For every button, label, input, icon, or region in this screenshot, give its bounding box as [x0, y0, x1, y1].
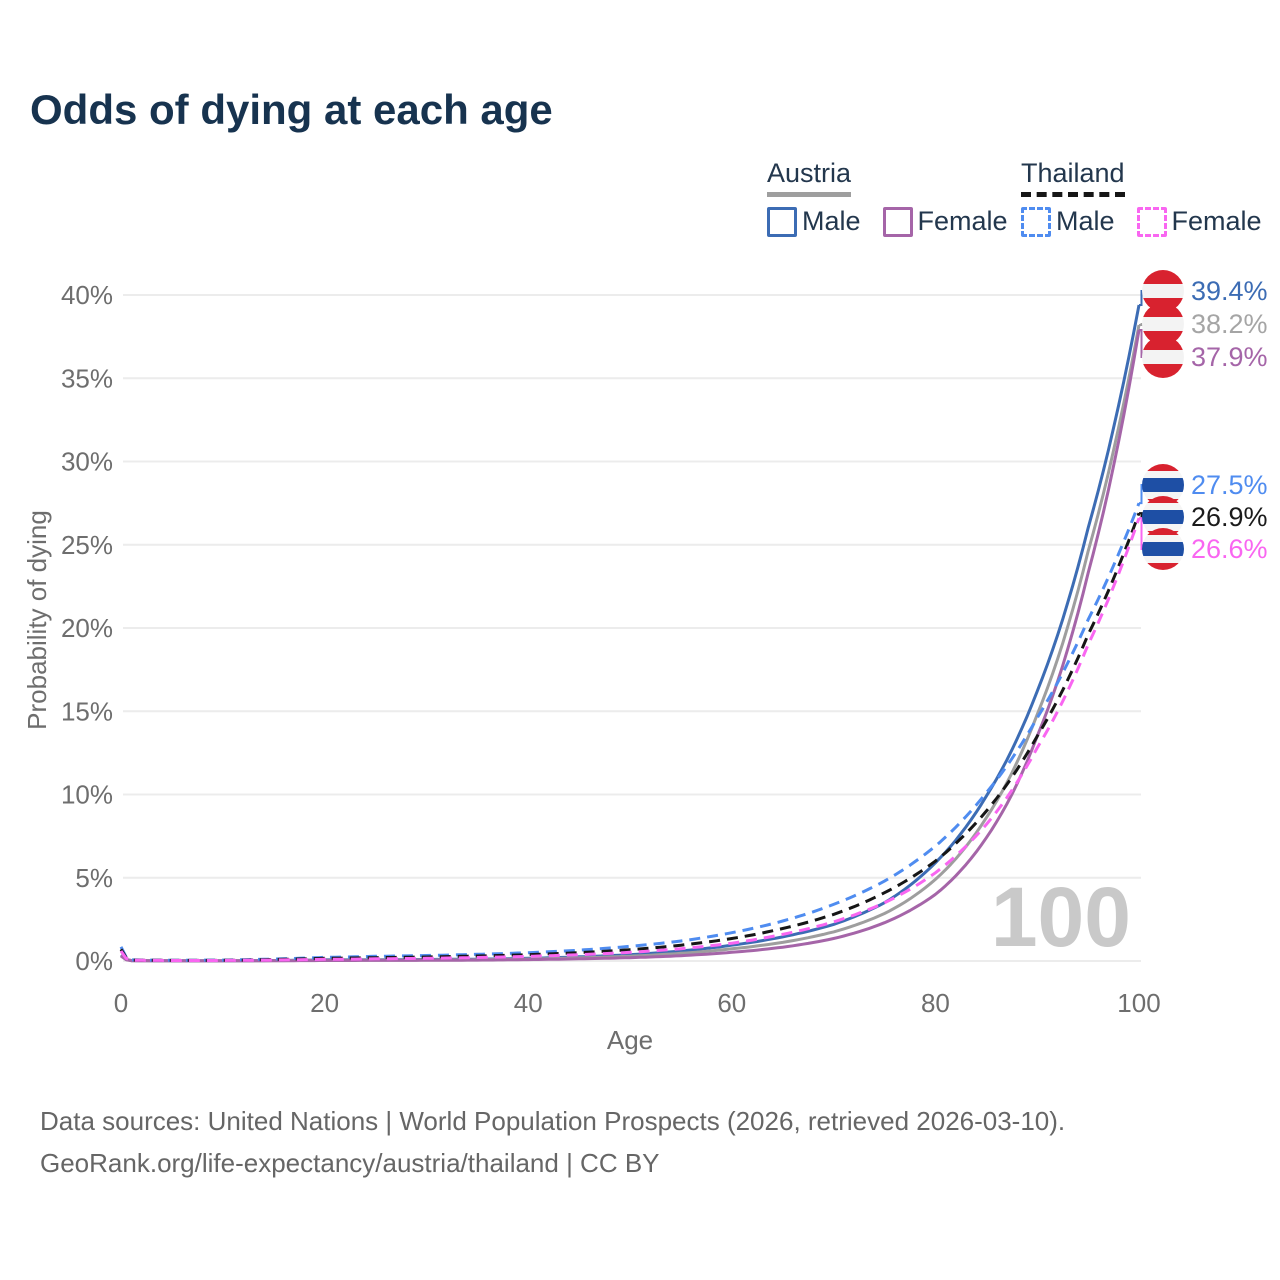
series-line[interactable]: [119, 517, 1141, 962]
x-tick-label: 60: [717, 988, 746, 1018]
y-tick-label: 10%: [61, 780, 113, 810]
legend-country-thailand[interactable]: Thailand: [1021, 158, 1125, 197]
data-source-footer: Data sources: United Nations | World Pop…: [40, 1100, 1065, 1184]
thailand-female-swatch-icon: [1136, 206, 1167, 237]
series-line[interactable]: [120, 329, 1141, 963]
series-line[interactable]: [120, 324, 1141, 963]
x-tick-label: 0: [114, 988, 128, 1018]
end-label-thailand-female: 26.6%: [1142, 528, 1268, 570]
legend-thailand-female[interactable]: Female: [1136, 206, 1262, 237]
end-label-value: 27.5%: [1191, 469, 1268, 500]
y-tick-label: 30%: [61, 447, 113, 477]
series-line[interactable]: [119, 502, 1141, 962]
thailand-flag-icon: [1142, 528, 1184, 570]
legend-austria-female[interactable]: Female: [882, 206, 1008, 237]
y-tick-label: 25%: [61, 530, 113, 560]
end-label-value: 38.2%: [1191, 308, 1268, 339]
austria-male-swatch-icon: [767, 206, 797, 237]
gridlines: [123, 294, 1141, 962]
end-label-thailand-male: 27.5%: [1142, 464, 1268, 506]
x-axis-title: Age: [607, 1025, 653, 1055]
y-tick-label: 40%: [61, 280, 113, 310]
end-label-austria-male: 39.4%: [1142, 270, 1268, 312]
end-label-value: 39.4%: [1191, 275, 1268, 306]
x-tick-label: 80: [921, 988, 950, 1018]
end-label-thailand-total: 26.9%: [1142, 496, 1268, 538]
legend-austria-male[interactable]: Male: [767, 206, 861, 237]
legend-thailand-male-label: Male: [1056, 206, 1115, 236]
data-series: [119, 304, 1141, 963]
hover-age-watermark: 100: [991, 870, 1131, 964]
series-line[interactable]: [119, 512, 1141, 962]
line-chart[interactable]: 100 0% 5% 10% 15% 20% 25% 30% 35% 40% 0 20 40 60 80 10…: [0, 0, 1280, 1080]
footer-line-2: GeoRank.org/life-expectancy/austria/thai…: [40, 1148, 660, 1178]
y-axis-title: Probability of dying: [22, 510, 52, 730]
y-tick-label: 20%: [61, 613, 113, 643]
y-tick-label: 5%: [75, 863, 113, 893]
x-tick-label: 100: [1117, 988, 1160, 1018]
series-line[interactable]: [120, 304, 1141, 963]
end-label-austria-female: 37.9%: [1142, 336, 1268, 378]
end-label-value: 37.9%: [1191, 341, 1268, 372]
legend-austria-female-label: Female: [917, 206, 1008, 236]
thailand-male-swatch-icon: [1021, 206, 1051, 237]
end-label-value: 26.6%: [1191, 533, 1268, 564]
austria-flag-icon: [1142, 336, 1184, 378]
footer-line-1: Data sources: United Nations | World Pop…: [40, 1106, 1066, 1136]
y-tick-label: 15%: [61, 696, 113, 726]
legend-group-thailand: Thailand Male Female: [1021, 158, 1262, 237]
legend-thailand-female-label: Female: [1171, 206, 1262, 236]
axis-ticks: 0% 5% 10% 15% 20% 25% 30% 35% 40% 0 20 40 60 80 100: [61, 280, 1161, 1018]
y-tick-label: 35%: [61, 363, 113, 393]
legend-austria-male-label: Male: [802, 206, 861, 236]
legend-thailand-male[interactable]: Male: [1021, 206, 1115, 237]
legend-country-austria[interactable]: Austria: [767, 158, 852, 197]
page-title: Odds of dying at each age: [30, 86, 553, 133]
austria-female-swatch-icon: [882, 206, 913, 237]
end-label-austria-total: 38.2%: [1142, 303, 1268, 345]
legend-group-austria: Austria Male Female: [767, 158, 1008, 237]
y-tick-label: 0%: [75, 946, 113, 976]
end-label-value: 26.9%: [1191, 501, 1268, 532]
x-tick-label: 40: [514, 988, 543, 1018]
x-tick-label: 20: [310, 988, 339, 1018]
